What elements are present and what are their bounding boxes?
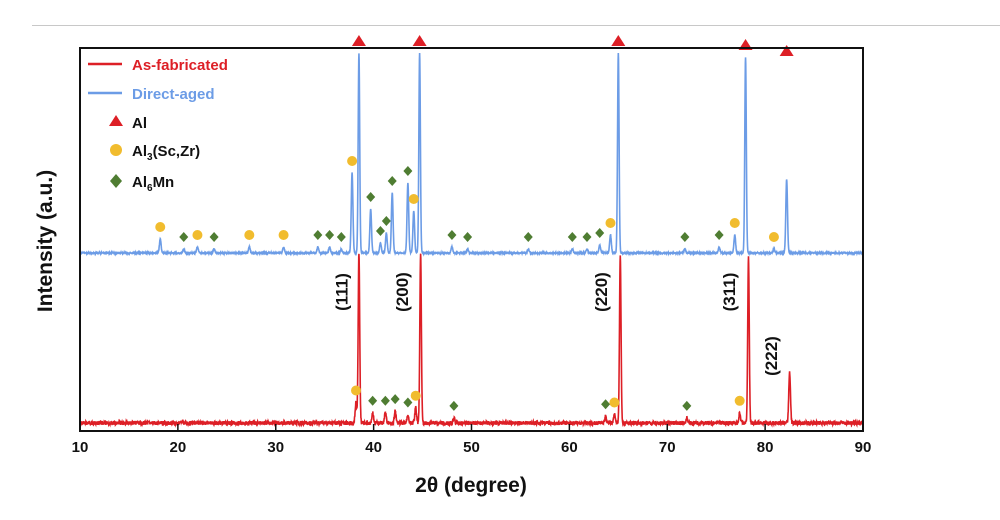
al3sczr-circle-icon bbox=[244, 230, 255, 240]
x-axis-title: 2θ (degree) bbox=[415, 474, 527, 497]
al3sczr-circle-icon bbox=[410, 390, 421, 401]
al3sczr-circle-icon bbox=[609, 397, 620, 408]
legend-label-direct-aged: Direct-aged bbox=[132, 86, 215, 103]
peak-label-1: (200) bbox=[393, 272, 412, 312]
al3sczr-circle-icon bbox=[155, 222, 166, 232]
al3sczr-circle-icon bbox=[351, 385, 362, 396]
al6mn-diamond-icon bbox=[336, 232, 346, 242]
peak-label-layer: (111) (200) (220) (311) (222) bbox=[332, 272, 781, 376]
al6mn-diamond-icon bbox=[447, 230, 457, 240]
legend-al3sczr-circle-icon bbox=[110, 144, 122, 156]
al6mn-diamond-icon bbox=[567, 232, 577, 242]
al6mn-diamond-icon bbox=[381, 216, 391, 226]
al6mn-diamond-icon bbox=[449, 400, 459, 411]
top-divider bbox=[32, 25, 1000, 26]
al6mn-diamond-icon bbox=[682, 400, 692, 411]
al6mn-diamond-icon bbox=[380, 395, 390, 406]
al-triangle-icon bbox=[412, 35, 427, 46]
legend-label-as-fabricated: As-fabricated bbox=[132, 57, 228, 74]
al-triangle-icon bbox=[351, 35, 366, 46]
al3sczr-circle-icon bbox=[768, 232, 779, 242]
al6mn-diamond-icon bbox=[714, 230, 724, 240]
al3sczr-circle-icon bbox=[605, 218, 616, 228]
al6mn-diamond-icon bbox=[582, 232, 592, 242]
x-tick-label-30: 30 bbox=[267, 439, 284, 456]
al-triangle-icon bbox=[779, 45, 794, 56]
peak-label-2: (220) bbox=[592, 272, 611, 312]
al6mn-diamond-icon bbox=[387, 176, 397, 186]
al3sczr-circle-icon bbox=[729, 218, 740, 228]
al6mn-diamond-icon bbox=[368, 395, 378, 406]
al6mn-diamond-icon bbox=[209, 232, 219, 242]
al6mn-diamond-icon bbox=[523, 232, 533, 242]
al3sczr-circle-icon bbox=[278, 230, 289, 240]
al3sczr-circle-icon bbox=[192, 230, 203, 240]
al6mn-diamond-icon bbox=[595, 228, 605, 238]
peak-label-4: (222) bbox=[762, 336, 781, 376]
legend-label-al6mn: Al6Mn bbox=[132, 174, 174, 194]
al6mn-diamond-icon bbox=[601, 399, 611, 410]
x-tick-label-10: 10 bbox=[72, 439, 89, 456]
legend: As-fabricated Direct-aged Al Al3(Sc,Zr) … bbox=[88, 57, 228, 194]
curve-as-fabricated bbox=[79, 253, 864, 428]
al6mn-diamond-icon bbox=[403, 166, 413, 176]
legend-label-al3sczr: Al3(Sc,Zr) bbox=[132, 143, 200, 163]
peak-label-3: (311) bbox=[720, 273, 739, 312]
x-tick-label-20: 20 bbox=[170, 439, 187, 456]
x-tick-label-60: 60 bbox=[561, 439, 578, 456]
legend-label-al: Al bbox=[132, 115, 147, 132]
al6mn-diamond-icon bbox=[680, 232, 690, 242]
al6mn-diamond-icon bbox=[179, 232, 189, 242]
legend-al6mn-diamond-icon bbox=[110, 174, 122, 188]
x-tick-label-80: 80 bbox=[757, 439, 774, 456]
al6mn-diamond-icon bbox=[375, 226, 385, 236]
al3sczr-circle-icon bbox=[734, 395, 745, 406]
peak-label-0: (111) bbox=[332, 273, 351, 311]
x-tick-label-50: 50 bbox=[463, 439, 480, 456]
legend-al-triangle-icon bbox=[109, 115, 123, 126]
al6mn-diamond-icon bbox=[463, 232, 473, 242]
y-axis-title: Intensity (a.u.) bbox=[34, 170, 57, 312]
al3sczr-circle-icon bbox=[408, 194, 419, 204]
al3sczr-circle-icon bbox=[347, 156, 358, 166]
al6mn-diamond-icon bbox=[366, 192, 376, 202]
x-tick-label-90: 90 bbox=[855, 439, 872, 456]
x-tick-label-40: 40 bbox=[365, 439, 382, 456]
al-triangle-icon bbox=[611, 35, 626, 46]
marker-layer bbox=[155, 35, 794, 411]
x-tick-label-70: 70 bbox=[659, 439, 676, 456]
al6mn-diamond-icon bbox=[313, 230, 323, 240]
al6mn-diamond-icon bbox=[325, 230, 335, 240]
x-axis-ticks: 10 20 30 40 50 60 70 80 90 bbox=[72, 424, 872, 456]
al6mn-diamond-icon bbox=[403, 397, 413, 408]
curve-direct-aged bbox=[79, 52, 864, 257]
al6mn-diamond-icon bbox=[390, 394, 400, 405]
